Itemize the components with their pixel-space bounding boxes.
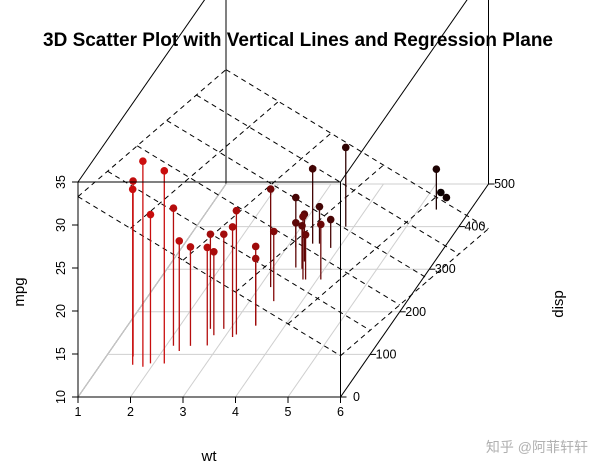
data-point [146,210,155,219]
data-point [299,212,307,221]
z-tick-label: 300 [435,262,456,276]
y-tick-label: 15 [54,347,68,361]
chart-title: 3D Scatter Plot with Vertical Lines and … [43,30,553,51]
data-point [128,185,137,194]
regression-plane [77,69,489,357]
data-point [160,167,169,175]
x-tick-label: 2 [127,405,134,419]
data-point [292,193,300,202]
data-point [175,237,184,245]
data-point [269,227,278,236]
plane-line [136,145,400,306]
box-edge [340,0,468,183]
y-tick-label: 30 [54,218,68,232]
z-tick-label: 100 [376,347,397,361]
z-tick-label: 200 [405,305,426,319]
floor-grid-line [287,183,437,398]
plane-line [235,164,384,293]
data-point [315,202,324,211]
plane-line [196,94,460,255]
y-tick-label: 25 [54,261,68,275]
plane-line [130,101,279,229]
box-back-edges [77,0,227,398]
y-tick-label: 10 [54,390,68,404]
data-point [301,230,310,239]
axis-tick-labels: 1 2 3 4 5 6 10 15 20 25 30 35 0 100 200 300 400 500 [54,175,515,419]
data-point [203,243,212,252]
data-point [341,143,350,152]
data-point [298,221,306,230]
x-tick-label: 3 [180,405,187,419]
x-tick-label: 4 [232,405,239,419]
axis-ticks [72,181,495,403]
data-point [228,223,237,231]
drop-lines [132,147,448,367]
data-point [251,242,260,251]
watermark-text: 知乎 @阿菲轩轩 [486,439,588,455]
plane-line [77,69,227,197]
data-point [139,157,147,165]
data-point [437,188,445,197]
plane-line [225,69,489,230]
x-axis-label: wt [201,448,218,465]
plane-line [107,170,371,331]
plane-line [287,196,437,325]
box-edge [340,183,489,398]
z-tick-label: 500 [494,177,515,191]
x-tick-label: 5 [285,405,292,419]
data-point [210,248,218,256]
data-points [128,143,451,263]
floor-grid-line [182,183,332,398]
y-axis-label: mpg [11,277,28,306]
plane-line [340,228,489,357]
x-tick-label: 1 [75,405,82,419]
data-point [442,193,451,202]
box-edge [77,0,206,183]
floor-grid-line [130,183,279,398]
data-point [169,204,178,212]
data-point [326,215,335,224]
z-axis-label: disp [550,290,567,318]
floor-grid-line [77,183,227,398]
plane-line [77,196,341,357]
data-point [206,230,215,239]
plane-line [182,132,332,261]
data-point [432,165,441,173]
data-point [292,218,300,227]
data-point [232,206,241,215]
floor-grid-line [235,183,384,398]
data-point [317,220,325,229]
z-tick-label: 400 [464,220,485,234]
x-tick-label: 6 [337,405,344,419]
data-point [219,230,228,239]
y-tick-label: 20 [54,304,68,318]
data-point [266,185,275,193]
data-point [251,254,260,263]
data-point [129,177,137,185]
floor-grid [77,183,489,398]
y-tick-label: 35 [54,175,68,189]
data-point [186,243,195,251]
data-point [308,165,317,173]
box-front-edges [77,0,489,398]
z-tick-label: 0 [353,390,360,404]
